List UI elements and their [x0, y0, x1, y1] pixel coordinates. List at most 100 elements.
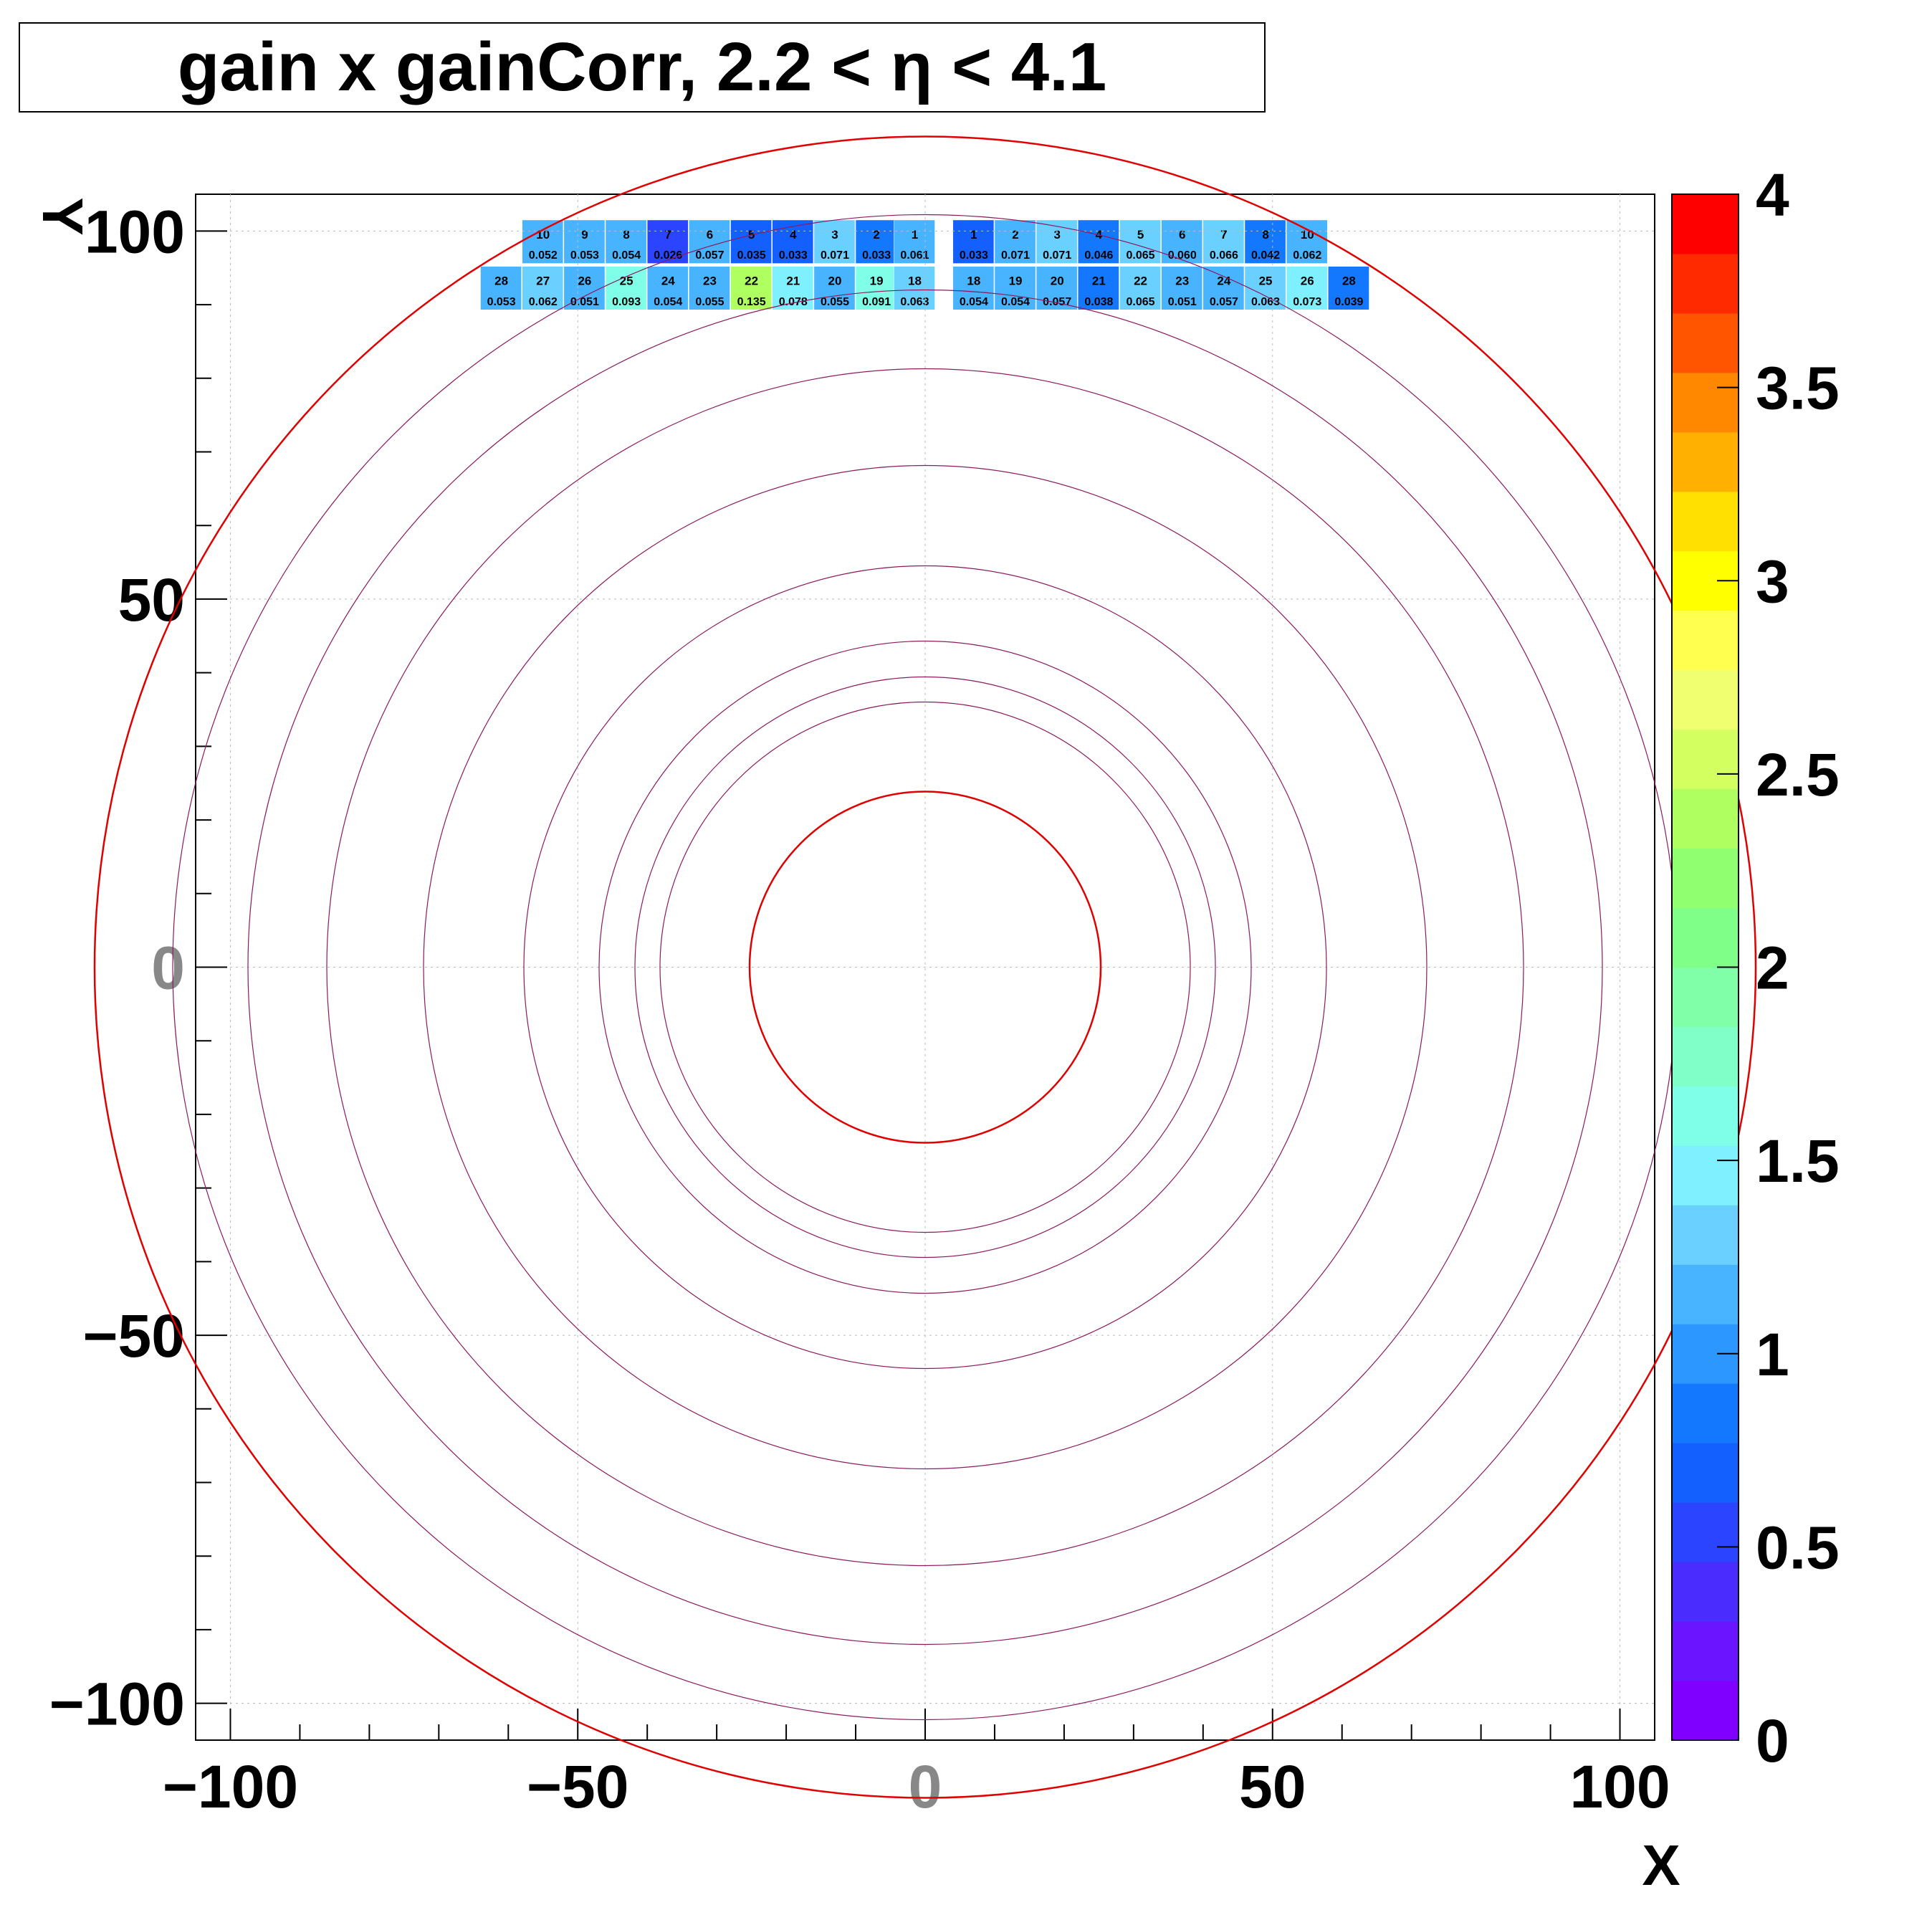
cell-value-label: 0.053 — [570, 249, 599, 262]
cell-id-label: 23 — [1175, 274, 1189, 288]
x-tick-label: −50 — [527, 1753, 629, 1820]
axes: −100 −50 0 50 100 100 50 0 −50 −100 — [49, 198, 1670, 1820]
ring-circle — [247, 289, 1603, 1646]
cell-id-label: 3 — [1053, 228, 1060, 242]
grid-lines — [196, 194, 1655, 1740]
colorbar-tick-label: 3.5 — [1756, 355, 1840, 422]
colorbar-tick-label: 1.5 — [1756, 1127, 1840, 1195]
cell-value-label: 0.057 — [1043, 296, 1071, 308]
ring-circle — [523, 565, 1327, 1370]
cell-value-label: 0.073 — [1293, 296, 1321, 308]
heatmap-cell — [1119, 266, 1161, 310]
cell-value-label: 0.078 — [779, 296, 808, 308]
colorbar-band — [1672, 1264, 1739, 1324]
colorbar-band — [1672, 967, 1739, 1027]
heatmap-cell — [1202, 219, 1245, 264]
cell-id-label: 7 — [665, 228, 671, 242]
heatmap-cell — [1202, 266, 1245, 310]
heatmap-cell — [1161, 266, 1203, 310]
colorbar-band — [1672, 1502, 1739, 1562]
cell-id-label: 22 — [1134, 274, 1147, 288]
x-tick-label: 0 — [909, 1753, 942, 1820]
heatmap-cell — [1244, 219, 1286, 264]
colorbar-band — [1672, 312, 1739, 373]
y-tick-label: 50 — [118, 566, 185, 634]
cell-id-label: 21 — [1092, 274, 1106, 288]
colorbar-band — [1672, 907, 1739, 968]
colorbar-band — [1672, 669, 1739, 730]
ring-circle — [93, 135, 1757, 1799]
cell-id-label: 6 — [1179, 228, 1185, 242]
colorbar-band — [1672, 431, 1739, 492]
heatmap-cell — [1078, 219, 1119, 264]
cell-value-label: 0.046 — [1084, 249, 1113, 262]
heatmap-cell — [1328, 266, 1369, 310]
cell-value-label: 0.135 — [737, 296, 766, 308]
heatmap-cell — [1078, 266, 1119, 310]
colorbar-band — [1672, 848, 1739, 909]
heatmap-cells: 100.05290.05380.05470.02660.05750.03540.… — [480, 219, 1369, 310]
ring-circle — [598, 640, 1252, 1294]
cell-id-label: 9 — [581, 228, 588, 242]
cell-value-label: 0.026 — [654, 249, 682, 262]
heatmap-cell — [994, 219, 1036, 264]
cell-id-label: 22 — [745, 274, 758, 288]
cell-value-label: 0.091 — [862, 296, 891, 308]
cell-id-label: 6 — [707, 228, 713, 242]
heatmap-cell — [994, 266, 1036, 310]
cell-id-label: 28 — [1342, 274, 1356, 288]
heatmap-cell — [1286, 219, 1328, 264]
cell-value-label: 0.054 — [1001, 296, 1030, 308]
cell-value-label: 0.062 — [529, 296, 558, 308]
cell-value-label: 0.062 — [1293, 249, 1321, 262]
ring-circle — [634, 676, 1216, 1259]
heatmap-cell — [480, 266, 522, 310]
heatmap-cell — [563, 266, 606, 310]
cell-id-label: 24 — [1217, 274, 1230, 288]
colorbar-tick-label: 4 — [1756, 161, 1789, 229]
heatmap-cell — [689, 219, 730, 264]
heatmap-cell — [1161, 219, 1203, 264]
heatmap-cell — [730, 266, 772, 310]
cell-value-label: 0.033 — [862, 249, 891, 262]
colorbar-tick-label: 0 — [1756, 1707, 1789, 1775]
cell-value-label: 0.055 — [695, 296, 724, 308]
colorbar-band — [1672, 1681, 1739, 1741]
colorbar-band — [1672, 1026, 1739, 1087]
cell-id-label: 26 — [578, 274, 591, 288]
heatmap-cell — [646, 219, 689, 264]
cell-value-label: 0.052 — [529, 249, 558, 262]
colorbar-band — [1672, 491, 1739, 552]
ring-circle — [423, 464, 1428, 1470]
cell-value-label: 0.033 — [779, 249, 808, 262]
cell-id-label: 8 — [1262, 228, 1268, 242]
colorbar-band — [1672, 194, 1739, 254]
cell-value-label: 0.054 — [612, 249, 641, 262]
heatmap-cell — [1286, 266, 1328, 310]
cell-id-label: 24 — [661, 274, 675, 288]
cell-id-label: 8 — [623, 228, 629, 242]
chart-title: gain x gainCorr, 2.2 < η < 4.1 — [19, 22, 1266, 113]
heatmap-cell — [813, 266, 856, 310]
colorbar-band — [1672, 253, 1739, 314]
colorbar-band — [1672, 1621, 1739, 1681]
colorbar-band — [1672, 372, 1739, 433]
cell-value-label: 0.063 — [900, 296, 929, 308]
cell-id-label: 2 — [873, 228, 879, 242]
heatmap-cell — [855, 219, 897, 264]
heatmap-cell — [522, 219, 564, 264]
heatmap-cell — [689, 266, 730, 310]
ring-circle — [659, 701, 1191, 1233]
colorbar-band — [1672, 788, 1739, 849]
cell-id-label: 20 — [828, 274, 842, 288]
cell-value-label: 0.071 — [1043, 249, 1071, 262]
cell-id-label: 1 — [912, 228, 918, 242]
cell-value-label: 0.054 — [960, 296, 988, 308]
cell-value-label: 0.042 — [1251, 249, 1280, 262]
cell-value-label: 0.051 — [570, 296, 599, 308]
cell-id-label: 4 — [790, 228, 797, 242]
x-tick-label: 100 — [1569, 1753, 1670, 1820]
colorbar-band — [1672, 610, 1739, 671]
cell-value-label: 0.061 — [900, 249, 929, 262]
